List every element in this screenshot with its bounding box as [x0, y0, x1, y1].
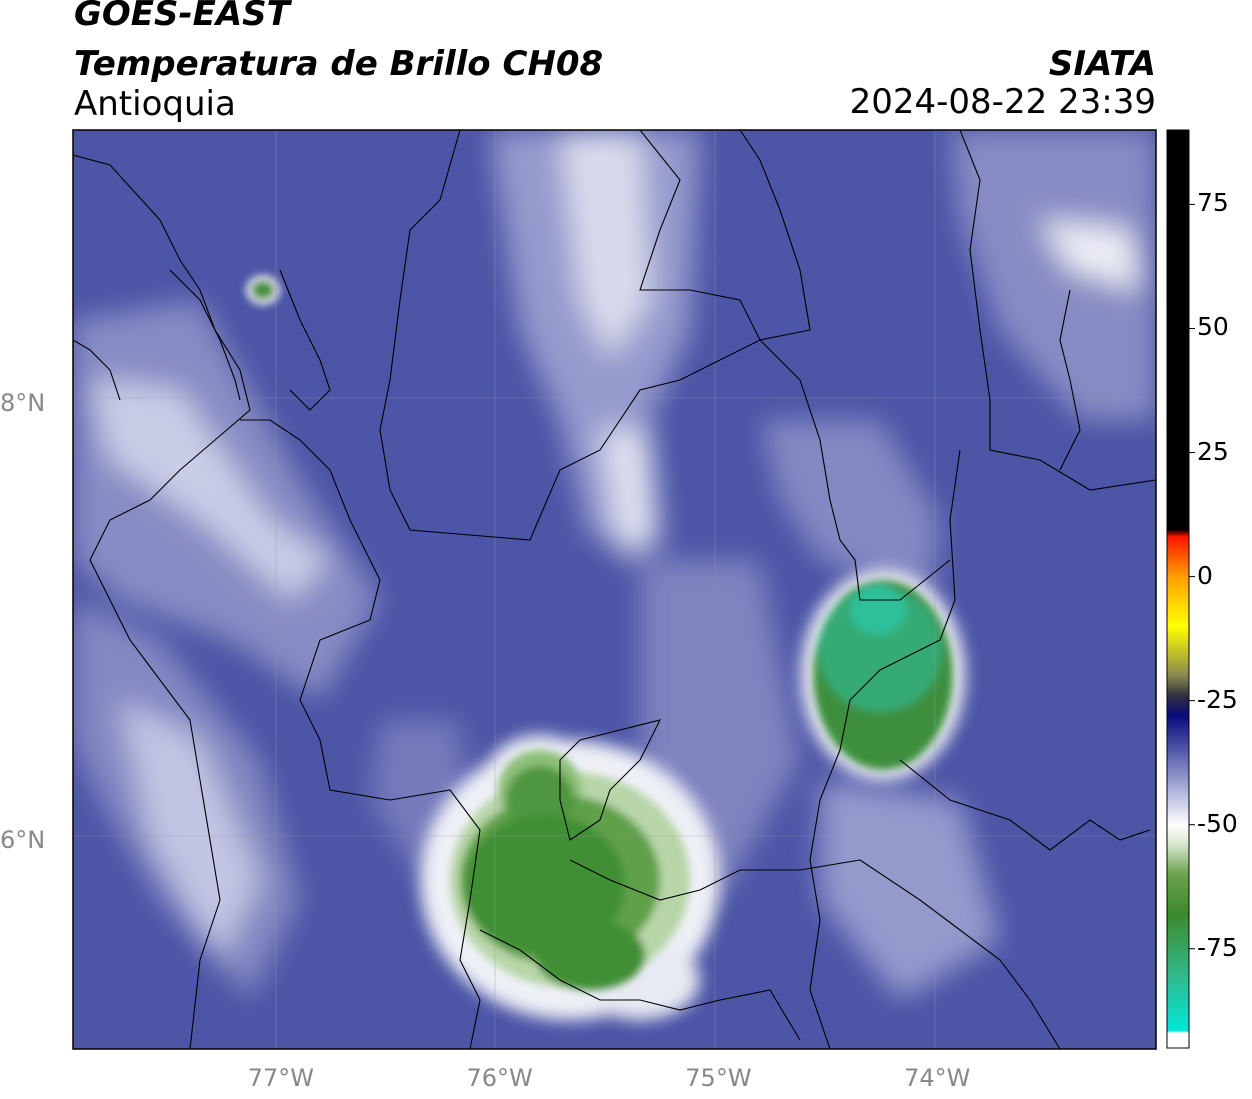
- colorbar-tick-label: 75: [1197, 188, 1229, 218]
- gridlines: [73, 130, 1156, 1049]
- product-title: Temperatura de Brillo CH08: [74, 44, 604, 84]
- lon-tick-label: 75°W: [685, 1064, 752, 1092]
- colorbar-tick-label: -25: [1197, 684, 1238, 714]
- colorbar: [1167, 130, 1189, 1048]
- lon-tick-label: 77°W: [247, 1064, 314, 1092]
- lon-tick-label: 74°W: [904, 1064, 971, 1092]
- colorbar-tick-label: 50: [1197, 312, 1229, 342]
- colorbar-tick-label: -50: [1197, 808, 1238, 838]
- satellite-title: GOES-EAST: [74, 0, 290, 34]
- datetime-label: 2024-08-22 23:39: [849, 82, 1156, 122]
- region-label: Antioquia: [74, 84, 236, 124]
- lon-tick-label: 76°W: [466, 1064, 533, 1092]
- map-frame: [72, 129, 1157, 1050]
- organization-label: SIATA: [1048, 44, 1156, 84]
- colorbar-tick-label: -75: [1197, 932, 1238, 962]
- coastlines-borders: [73, 130, 1156, 1049]
- satellite-image: [73, 130, 1156, 1049]
- colorbar-tick-label: 0: [1197, 560, 1213, 590]
- colorbar-tick-label: 25: [1197, 436, 1229, 466]
- colorbar-frame: [1166, 129, 1190, 1049]
- lat-tick-label: 6°N: [0, 826, 46, 855]
- lat-tick-label: 8°N: [0, 388, 46, 417]
